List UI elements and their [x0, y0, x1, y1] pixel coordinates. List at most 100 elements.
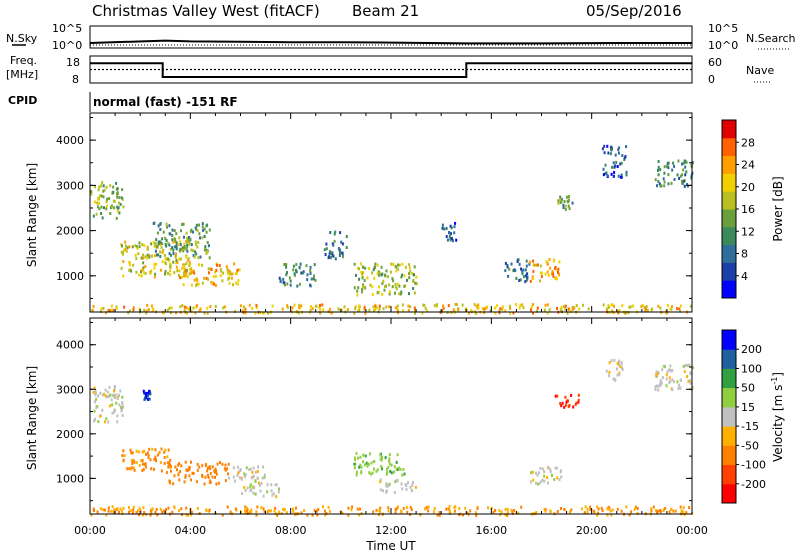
data-cell [408, 272, 411, 276]
data-cell [195, 480, 198, 484]
data-cell [182, 265, 185, 268]
scatter-patch [654, 363, 694, 392]
data-cell [156, 244, 159, 248]
colorbar-swatch [722, 406, 736, 427]
data-cell [445, 507, 448, 511]
data-cell [397, 267, 400, 271]
data-cell [363, 463, 366, 467]
data-cell [410, 508, 413, 512]
data-cell [233, 262, 236, 266]
data-cell [501, 307, 504, 311]
data-cell [263, 475, 266, 479]
data-cell [570, 508, 573, 512]
data-cell [690, 176, 693, 180]
data-cell [198, 465, 201, 469]
nsky-tick-bottom: 10^0 [52, 39, 82, 52]
data-cell [194, 311, 197, 315]
data-cell [525, 278, 528, 282]
data-cell [163, 461, 166, 465]
data-cell [289, 279, 292, 283]
data-cell [510, 508, 513, 512]
data-cell [618, 359, 620, 363]
data-cell [116, 209, 119, 213]
data-cell [521, 303, 524, 307]
data-cell [180, 257, 182, 261]
data-cell [678, 383, 681, 387]
data-cell [283, 508, 286, 511]
data-cell [169, 262, 172, 266]
data-cell [475, 311, 478, 315]
data-cell [244, 509, 246, 513]
data-cell [112, 394, 115, 398]
data-cell [111, 403, 114, 407]
data-cell [380, 273, 383, 277]
data-cell [391, 285, 394, 289]
data-cell [544, 509, 547, 513]
colorbar-swatch [722, 445, 736, 465]
data-cell [167, 506, 170, 510]
data-cell [367, 462, 370, 466]
data-cell [489, 309, 492, 313]
data-cell [244, 311, 247, 315]
data-cell [381, 292, 384, 296]
data-cell [385, 482, 388, 486]
data-cell [232, 475, 235, 479]
data-cell [230, 276, 233, 280]
data-cell [272, 492, 275, 496]
data-cell [445, 227, 448, 230]
x-tick-label: 12:00 [375, 524, 407, 537]
data-cell [570, 393, 573, 397]
data-cell [239, 469, 242, 472]
data-cell [143, 463, 146, 467]
data-cell [676, 307, 679, 311]
data-cell [222, 271, 225, 275]
data-cell [145, 452, 147, 456]
data-cell [589, 508, 592, 512]
data-cell [572, 405, 575, 409]
data-cell [283, 263, 286, 266]
data-cell [334, 257, 337, 261]
data-cell [169, 269, 172, 273]
data-cell [117, 206, 120, 210]
data-cell [145, 311, 148, 315]
data-cell [614, 378, 617, 382]
scatter-patch [353, 262, 418, 297]
data-cell [286, 305, 289, 309]
data-cell [141, 450, 144, 454]
data-cell [155, 459, 158, 463]
data-cell [177, 473, 180, 477]
data-cell [120, 406, 123, 409]
data-cell [301, 271, 304, 275]
data-cell [209, 472, 212, 475]
data-cell [182, 222, 185, 226]
data-cell [236, 268, 239, 272]
data-cell [549, 468, 552, 472]
data-cell [195, 252, 198, 256]
scatter-patch [90, 505, 694, 517]
data-cell [543, 474, 546, 478]
data-cell [395, 287, 398, 291]
data-cell [188, 260, 191, 264]
data-cell [196, 468, 199, 472]
data-cell [666, 303, 669, 307]
data-cell [168, 243, 171, 247]
data-cell [193, 255, 196, 259]
data-cell [303, 509, 306, 512]
data-cell [541, 478, 544, 482]
data-cell [219, 274, 222, 278]
data-cell [414, 308, 417, 312]
data-cell [658, 182, 661, 186]
data-cell [453, 505, 456, 509]
data-cell [562, 305, 565, 309]
data-cell [407, 481, 409, 485]
data-cell [178, 236, 181, 240]
data-cell [128, 467, 131, 471]
data-cell [164, 257, 167, 261]
data-cell [116, 396, 119, 400]
data-cell [188, 236, 190, 239]
data-cell [208, 508, 211, 512]
data-cell [680, 509, 683, 513]
data-cell [144, 272, 147, 276]
data-cell [258, 481, 260, 485]
data-cell [228, 269, 230, 273]
